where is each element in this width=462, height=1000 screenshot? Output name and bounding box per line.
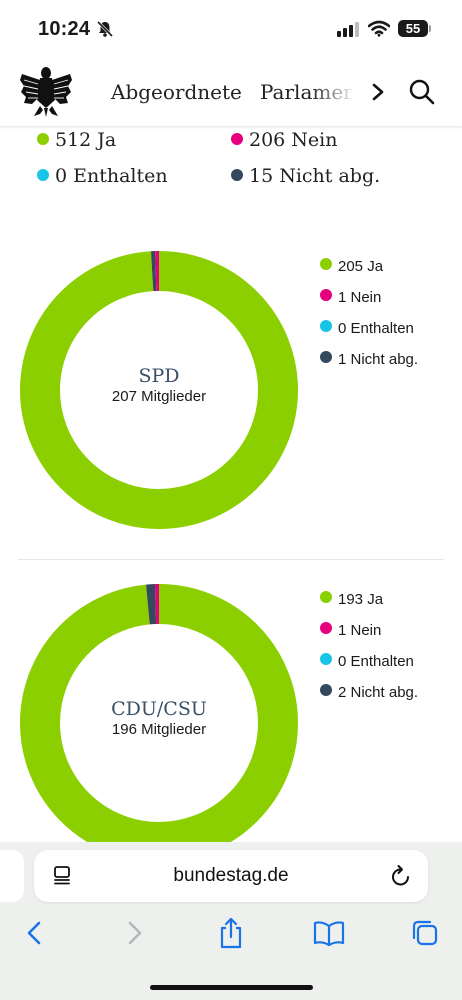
party-donut-chart (20, 584, 298, 842)
legend-ja: 205 Ja (320, 258, 383, 275)
party-members: 207 Mitglieder (111, 388, 207, 405)
total-nein-label: 206 Nein (249, 129, 338, 151)
status-bar: 10:24 55 (0, 0, 462, 58)
battery-indicator: 55 (398, 20, 428, 37)
share-icon[interactable] (217, 916, 245, 950)
ja-dot (37, 133, 49, 145)
bundestag-eagle-logo-icon[interactable] (18, 64, 74, 118)
reload-icon[interactable] (390, 864, 412, 888)
legend-enthalten: 0 Enthalten (320, 653, 414, 670)
total-nicht-abg: 15 Nicht abg. (231, 165, 380, 187)
party-name: SPD (138, 365, 180, 387)
ja-dot (320, 258, 332, 270)
nav-item-abgeordnete[interactable]: Abgeordnete (111, 80, 242, 104)
tabs-icon[interactable] (410, 918, 440, 948)
home-indicator (150, 985, 313, 990)
wifi-icon (368, 20, 390, 37)
chevron-right-icon[interactable] (368, 80, 388, 104)
battery-cap (429, 25, 431, 32)
legend-ja: 193 Ja (320, 591, 383, 608)
legend-nein-label: 1 Nein (338, 622, 382, 639)
status-time: 10:24 (38, 18, 91, 40)
party-card-spd[interactable]: SPD 207 Mitglieder 205 Ja 1 Nein 0 Entha… (0, 251, 462, 541)
nicht-abg-dot (231, 169, 243, 181)
legend-ja-label: 193 Ja (338, 591, 384, 608)
total-enthalten: 0 Enthalten (37, 165, 168, 187)
back-icon[interactable] (23, 918, 47, 948)
legend-enthalten: 0 Enthalten (320, 320, 414, 337)
enthalten-dot (320, 320, 332, 332)
bookmarks-icon[interactable] (312, 918, 346, 948)
reader-mode-icon[interactable] (52, 864, 74, 886)
ja-dot (320, 591, 332, 603)
nav-fade-overlay (310, 72, 356, 112)
party-name: CDU/CSU (111, 698, 207, 720)
nicht-abg-dot (320, 351, 332, 363)
party-members: 196 Mitglieder (111, 721, 207, 738)
legend-enthalten-label: 0 Enthalten (338, 653, 414, 670)
section-divider (18, 559, 444, 560)
legend-nein-label: 1 Nein (338, 289, 382, 306)
header-shadow (0, 126, 462, 129)
legend-nicht-abg: 2 Nicht abg. (320, 684, 418, 701)
search-icon[interactable] (408, 78, 436, 106)
nein-dot (231, 133, 243, 145)
legend-nicht-abg-label: 1 Nicht abg. (338, 351, 419, 368)
party-donut-chart (20, 251, 298, 529)
cellular-signal-icon (337, 22, 359, 37)
enthalten-dot (320, 653, 332, 665)
legend-ja-label: 205 Ja (338, 258, 384, 275)
legend-nicht-abg: 1 Nicht abg. (320, 351, 418, 368)
forward-icon[interactable] (122, 918, 146, 948)
total-nein: 206 Nein (231, 129, 338, 151)
total-ja-label: 512 Ja (55, 129, 117, 151)
donut-segment-nein (20, 584, 298, 842)
legend-nein: 1 Nein (320, 622, 381, 639)
total-enthalten-label: 0 Enthalten (55, 165, 168, 187)
legend-enthalten-label: 0 Enthalten (338, 320, 414, 337)
enthalten-dot (37, 169, 49, 181)
totals-legend: 512 Ja 206 Nein 0 Enthalten 15 Nicht abg… (0, 126, 462, 196)
party-card-cdu-csu[interactable]: CDU/CSU 196 Mitglieder 193 Ja 1 Nein 0 E… (0, 584, 462, 842)
nicht-abg-dot (320, 684, 332, 696)
nein-dot (320, 622, 332, 634)
bell-muted-icon (96, 20, 114, 38)
url-text: bundestag.de (173, 865, 289, 886)
legend-nicht-abg-label: 2 Nicht abg. (338, 684, 419, 701)
donut-segment-nein (20, 251, 298, 529)
browser-bottom-bar: bundestag.de (0, 842, 462, 1000)
legend-nein: 1 Nein (320, 289, 381, 306)
total-ja: 512 Ja (37, 129, 116, 151)
total-nicht-abg-label: 15 Nicht abg. (249, 165, 381, 187)
nein-dot (320, 289, 332, 301)
site-header: Abgeordnete Parlament (0, 58, 462, 126)
previous-tab-preview[interactable] (0, 850, 24, 902)
address-bar[interactable]: bundestag.de (34, 850, 428, 902)
